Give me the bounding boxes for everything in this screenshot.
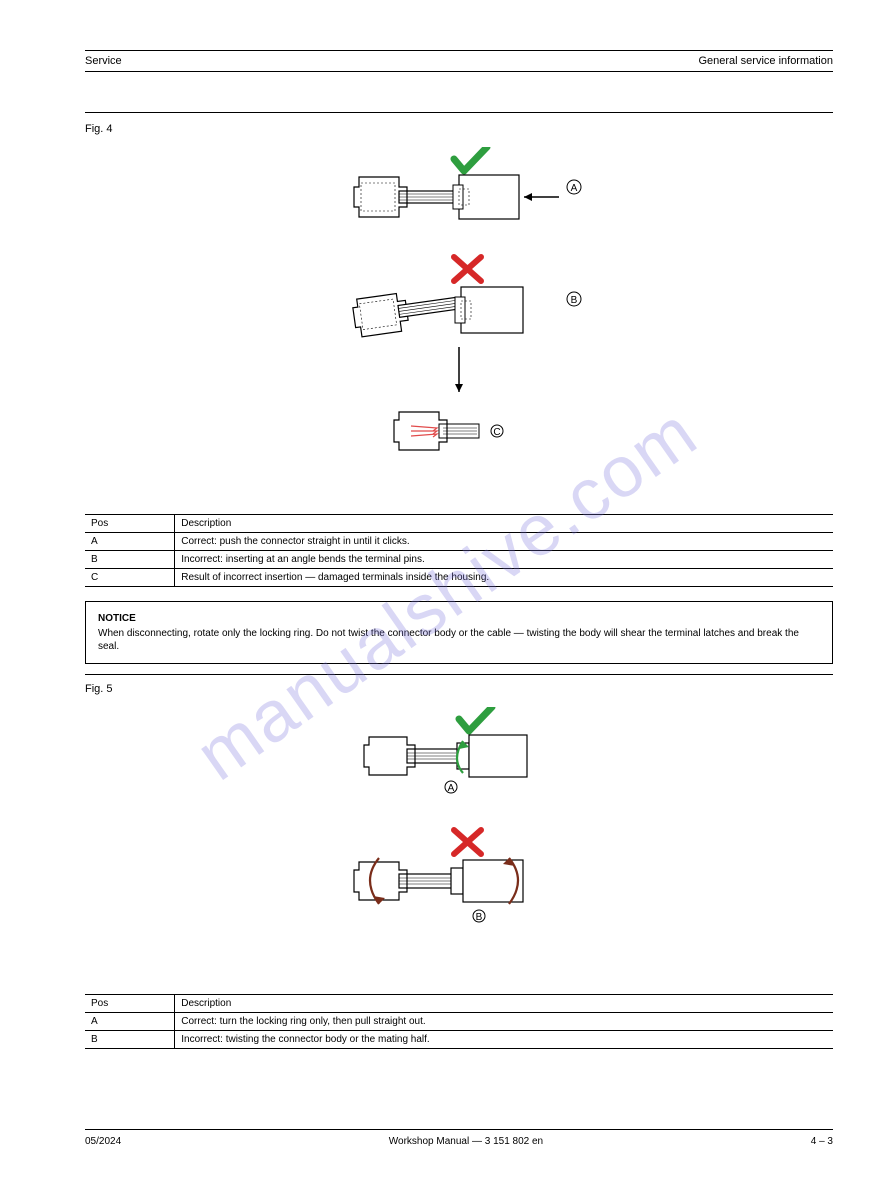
table-cell: Pos	[85, 995, 175, 1013]
figure5-table: Pos Description A Correct: turn the lock…	[85, 994, 833, 1049]
page-footer: 05/2024 Workshop Manual — 3 151 802 en 4…	[85, 1129, 833, 1147]
header-right: General service information	[698, 55, 833, 67]
table-cell: Incorrect: twisting the connector body o…	[175, 1031, 833, 1049]
table-cell: Description	[175, 515, 833, 533]
figure5-label-b: B	[476, 912, 483, 923]
cross-icon	[454, 830, 481, 854]
table-cell: C	[85, 569, 175, 587]
table-row: B Incorrect: inserting at an angle bends…	[85, 551, 833, 569]
figure5-label-a: A	[448, 783, 455, 794]
table-cell: Description	[175, 995, 833, 1013]
page-header: Service General service information	[85, 50, 833, 72]
figure4-table: Pos Description A Correct: push the conn…	[85, 514, 833, 587]
table-cell: A	[85, 1013, 175, 1031]
table-cell: Correct: push the connector straight in …	[175, 533, 833, 551]
callout-body: When disconnecting, rotate only the lock…	[98, 627, 820, 653]
footer-right: 4 – 3	[811, 1136, 833, 1147]
figure4-diagram: A	[85, 139, 833, 510]
figure5-diagram: A	[85, 699, 833, 990]
table-row: C Result of incorrect insertion — damage…	[85, 569, 833, 587]
footer-left: 05/2024	[85, 1136, 121, 1147]
table-cell: B	[85, 551, 175, 569]
table-cell: A	[85, 533, 175, 551]
figure4-label-c: C	[493, 427, 500, 438]
table-row: Pos Description	[85, 995, 833, 1013]
cross-icon	[454, 257, 481, 281]
check-icon	[459, 707, 492, 731]
table-cell: Correct: turn the locking ring only, the…	[175, 1013, 833, 1031]
header-left: Service	[85, 55, 122, 67]
figure4-label: Fig. 4	[85, 123, 833, 135]
table-row: A Correct: turn the locking ring only, t…	[85, 1013, 833, 1031]
table-cell: B	[85, 1031, 175, 1049]
table-row: Pos Description	[85, 515, 833, 533]
table-cell: Incorrect: inserting at an angle bends t…	[175, 551, 833, 569]
table-row: B Incorrect: twisting the connector body…	[85, 1031, 833, 1049]
header-spacer	[85, 78, 833, 113]
table-cell: Pos	[85, 515, 175, 533]
figure4-label-a: A	[571, 183, 578, 194]
divider	[85, 674, 833, 675]
check-icon	[454, 147, 487, 171]
figure5-label: Fig. 5	[85, 683, 833, 695]
footer-center: Workshop Manual — 3 151 802 en	[389, 1136, 543, 1147]
table-row: A Correct: push the connector straight i…	[85, 533, 833, 551]
notice-callout: NOTICE When disconnecting, rotate only t…	[85, 601, 833, 664]
callout-title: NOTICE	[98, 612, 820, 625]
table-cell: Result of incorrect insertion — damaged …	[175, 569, 833, 587]
figure4-label-b: B	[571, 295, 578, 306]
